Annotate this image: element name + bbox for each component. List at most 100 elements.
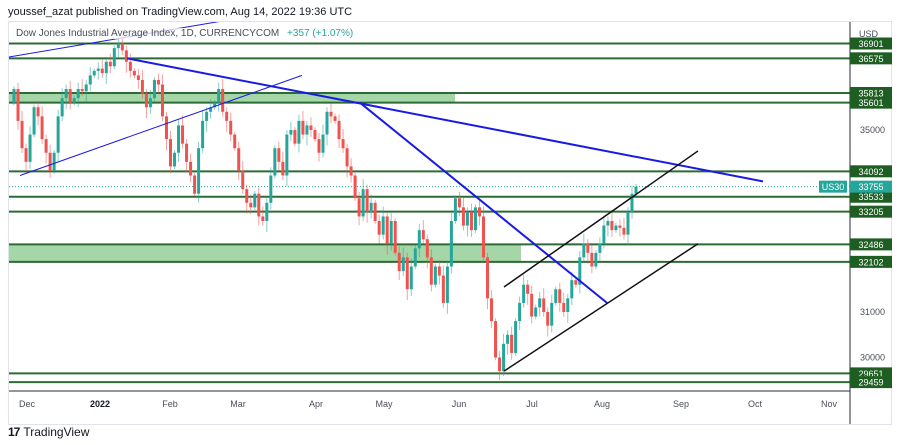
candle-body <box>229 120 233 135</box>
candle-body <box>181 125 185 144</box>
candle-body <box>56 116 60 153</box>
candle-body <box>68 89 72 103</box>
candle-body <box>221 89 225 112</box>
candle-body <box>562 302 566 312</box>
candle-body <box>64 89 68 99</box>
support-zone <box>9 93 455 103</box>
candle-body <box>76 89 80 99</box>
candle-body <box>144 93 148 108</box>
level-price-label: 29459 <box>858 378 883 388</box>
level-price-label: 33533 <box>858 192 883 202</box>
candle-body <box>377 221 381 235</box>
candle-body <box>36 107 40 117</box>
channel-line[interactable] <box>503 150 699 288</box>
level-price-label: 29651 <box>858 369 883 379</box>
time-tick: Jun <box>452 399 467 409</box>
candle-body <box>48 152 52 171</box>
candle-body <box>60 98 64 117</box>
candle-body <box>84 84 88 92</box>
level-price-label: 33205 <box>858 207 883 217</box>
candle-body <box>630 193 634 212</box>
candle-body <box>309 125 313 130</box>
candle-body <box>160 84 164 117</box>
candle-body <box>148 98 152 108</box>
plot-area[interactable] <box>8 17 850 384</box>
candle-body <box>24 148 28 162</box>
candle-body <box>237 148 241 171</box>
candle-body <box>317 139 321 153</box>
candle-body <box>401 257 405 272</box>
candle-body <box>486 257 490 299</box>
level-price-tag[interactable] <box>850 376 892 389</box>
candle-body <box>261 216 265 221</box>
level-price-tag[interactable] <box>850 87 892 100</box>
candle-body <box>353 175 357 199</box>
candle-body <box>582 243 586 258</box>
candle-body <box>522 284 526 303</box>
candle-body <box>494 321 498 358</box>
candle-body <box>594 252 598 267</box>
level-price-tag[interactable] <box>850 238 892 251</box>
candle-body <box>249 202 253 208</box>
level-price-tag[interactable] <box>850 52 892 65</box>
tradingview-logo-icon: 17 <box>8 425 20 439</box>
candle-body <box>618 225 622 228</box>
candle-body <box>409 266 413 290</box>
level-price-tag[interactable] <box>850 205 892 218</box>
candle-body <box>124 50 128 62</box>
candle-body <box>333 116 337 121</box>
candle-body <box>164 116 168 140</box>
candle-body <box>586 243 590 253</box>
candle-body <box>393 221 397 253</box>
symbol-tag-label: US30 <box>822 182 845 192</box>
candle-body <box>16 89 20 121</box>
candle-body <box>538 298 542 308</box>
level-price-tag[interactable] <box>850 165 892 178</box>
candle-body <box>293 130 297 144</box>
candle-body <box>169 139 173 167</box>
candle-body <box>550 302 554 326</box>
candle-body <box>337 120 341 140</box>
candle-body <box>361 189 365 217</box>
blue-trendline[interactable] <box>359 101 608 304</box>
candle-body <box>473 207 477 231</box>
candle-body <box>233 134 237 149</box>
candle-body <box>32 107 36 135</box>
candle-body <box>469 211 473 231</box>
candle-body <box>490 298 494 322</box>
candle-body <box>205 111 209 121</box>
candle-body <box>273 148 277 176</box>
candle-body <box>365 189 369 212</box>
blue-trendline[interactable] <box>19 74 303 176</box>
channel-line[interactable] <box>503 243 699 372</box>
candle-body <box>514 321 518 353</box>
candle-body <box>417 230 421 249</box>
candle-body <box>526 284 530 294</box>
level-price-tag[interactable] <box>850 96 892 109</box>
candle-body <box>602 225 606 244</box>
candle-body <box>92 70 96 76</box>
candle-body <box>357 198 361 217</box>
candle-body <box>225 111 229 121</box>
candle-body <box>201 120 205 149</box>
candle-body <box>269 175 273 203</box>
symbol-legend: Dow Jones Industrial Average Index, 1D, … <box>14 28 356 39</box>
candle-body <box>325 111 329 135</box>
blue-trendline[interactable] <box>126 57 764 183</box>
candle-body <box>152 79 156 99</box>
level-price-tag[interactable] <box>850 37 892 50</box>
candle-body <box>413 248 417 267</box>
level-price-label: 32102 <box>858 257 883 267</box>
candle-body <box>52 152 56 171</box>
candle-body <box>341 139 345 149</box>
candle-body <box>349 166 353 176</box>
brand-name: TradingView <box>23 425 90 439</box>
candle-body <box>389 221 393 244</box>
candle-body <box>156 79 160 85</box>
level-price-tag[interactable] <box>850 255 892 268</box>
candle-body <box>558 289 562 303</box>
candle-body <box>136 75 140 80</box>
level-price-tag[interactable] <box>850 190 892 203</box>
time-tick: May <box>375 399 393 409</box>
